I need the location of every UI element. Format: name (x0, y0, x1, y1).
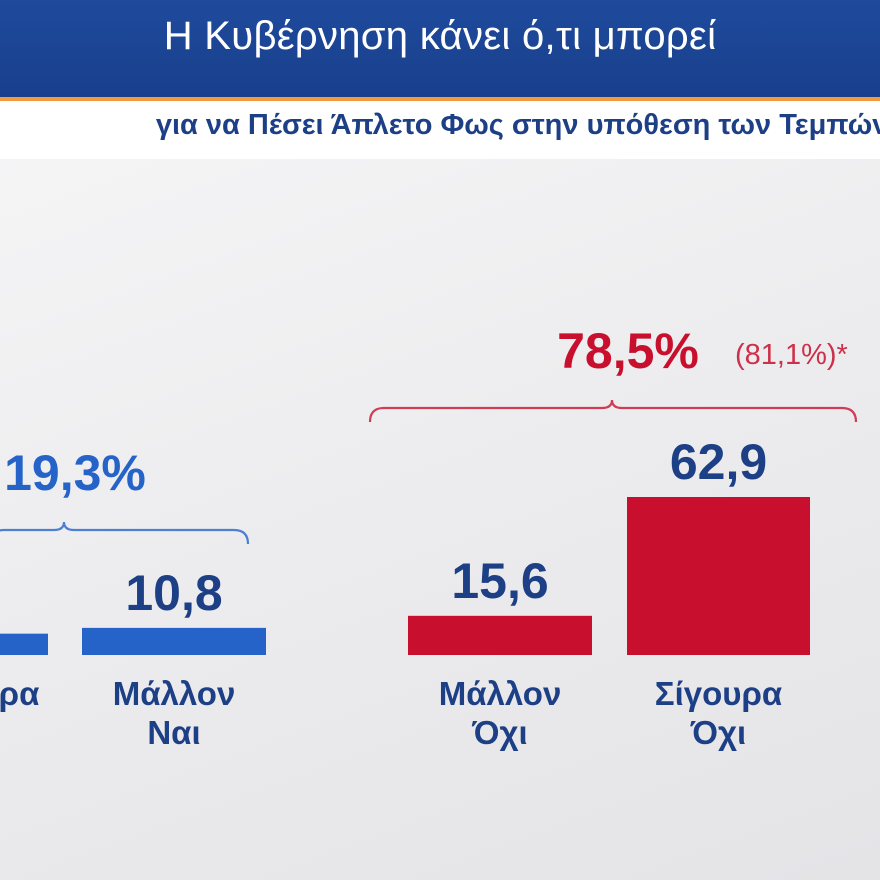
category-label: Όχι (471, 714, 527, 751)
data-label: 10,8 (125, 565, 222, 621)
category-label: ρα (0, 675, 39, 712)
chart-subtitle: για να Πέσει Άπλετο Φως στην υπόθεση των… (155, 109, 880, 141)
bar (0, 633, 48, 655)
category-label: Ναι (147, 714, 200, 751)
subtitle-bar: για να Πέσει Άπλετο Φως στην υπόθεση των… (0, 97, 880, 159)
bar (408, 615, 592, 655)
group-bracket (0, 521, 250, 545)
data-label: 62,9 (670, 434, 767, 490)
bar (627, 497, 810, 655)
category-label: Μάλλον (439, 675, 562, 712)
chart-title: Η Κυβέρνηση κάνει ό,τι μπορεί (163, 14, 717, 58)
bar (82, 627, 266, 655)
category-label: Μάλλον (113, 675, 236, 712)
group-total: 19,3% (4, 445, 146, 501)
category-label: Όχι (690, 714, 746, 751)
group-bracket (368, 399, 858, 423)
group-total: 78,5% (557, 323, 699, 379)
data-label: 15,6 (451, 553, 548, 609)
title-bar: Η Κυβέρνηση κάνει ό,τι μπορεί (0, 0, 880, 97)
group-total-extra: (81,1%)* (735, 339, 848, 371)
category-label: Σίγουρα (655, 675, 782, 712)
